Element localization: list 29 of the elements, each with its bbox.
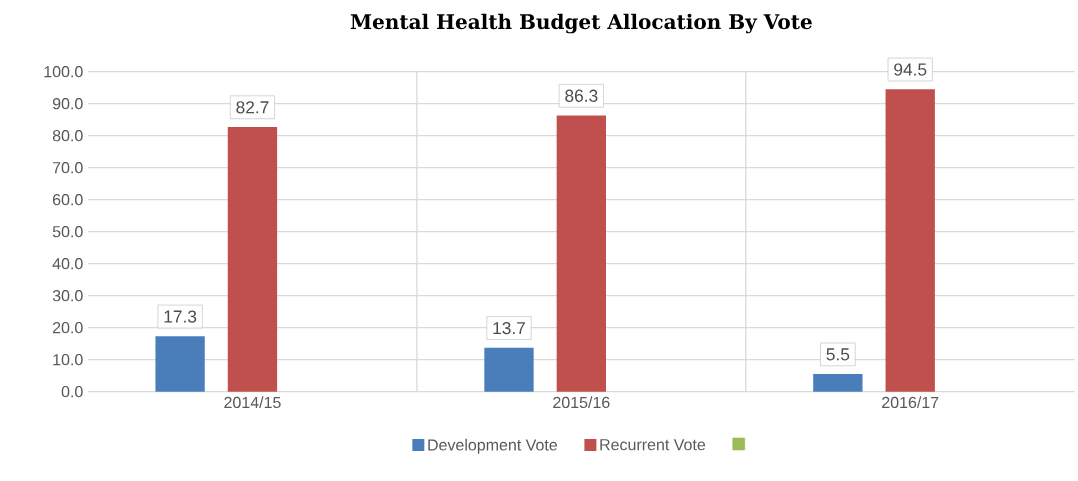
chart-title: Mental Health Budget Allocation By Vote (350, 13, 812, 34)
data-label: 5.5 (826, 348, 850, 361)
data-label: 82.7 (236, 101, 269, 114)
bar (227, 127, 278, 392)
y-tick-label: 50.0 (52, 226, 83, 238)
data-label: 13.7 (493, 321, 525, 335)
legend-label: Development Vote (428, 438, 558, 454)
y-tick-label: 10.0 (53, 353, 83, 366)
y-tick-label: 0.0 (61, 385, 83, 398)
y-tick-label: 80.0 (52, 130, 83, 142)
y-tick-label: 40.0 (52, 258, 83, 270)
y-tick-label: 20.0 (52, 321, 83, 334)
bar (484, 347, 534, 392)
y-tick-label: 70.0 (52, 162, 83, 174)
y-tick-label: 60.0 (52, 194, 83, 206)
legend-label: Recurrent Vote (600, 439, 706, 451)
x-tick-label: 2015/16 (553, 396, 610, 409)
bar (155, 336, 205, 392)
bar (885, 89, 935, 392)
bar (556, 115, 606, 392)
y-tick-label: 100.0 (44, 66, 83, 78)
y-tick-label: 30.0 (52, 290, 83, 302)
data-label: 17.3 (164, 310, 197, 323)
data-label: 86.3 (565, 89, 598, 102)
bar (813, 374, 863, 392)
data-label: 94.5 (894, 63, 927, 76)
y-tick-label: 90.0 (52, 98, 83, 110)
x-tick-label: 2014/15 (224, 396, 281, 409)
x-tick-label: 2016/17 (882, 396, 939, 409)
